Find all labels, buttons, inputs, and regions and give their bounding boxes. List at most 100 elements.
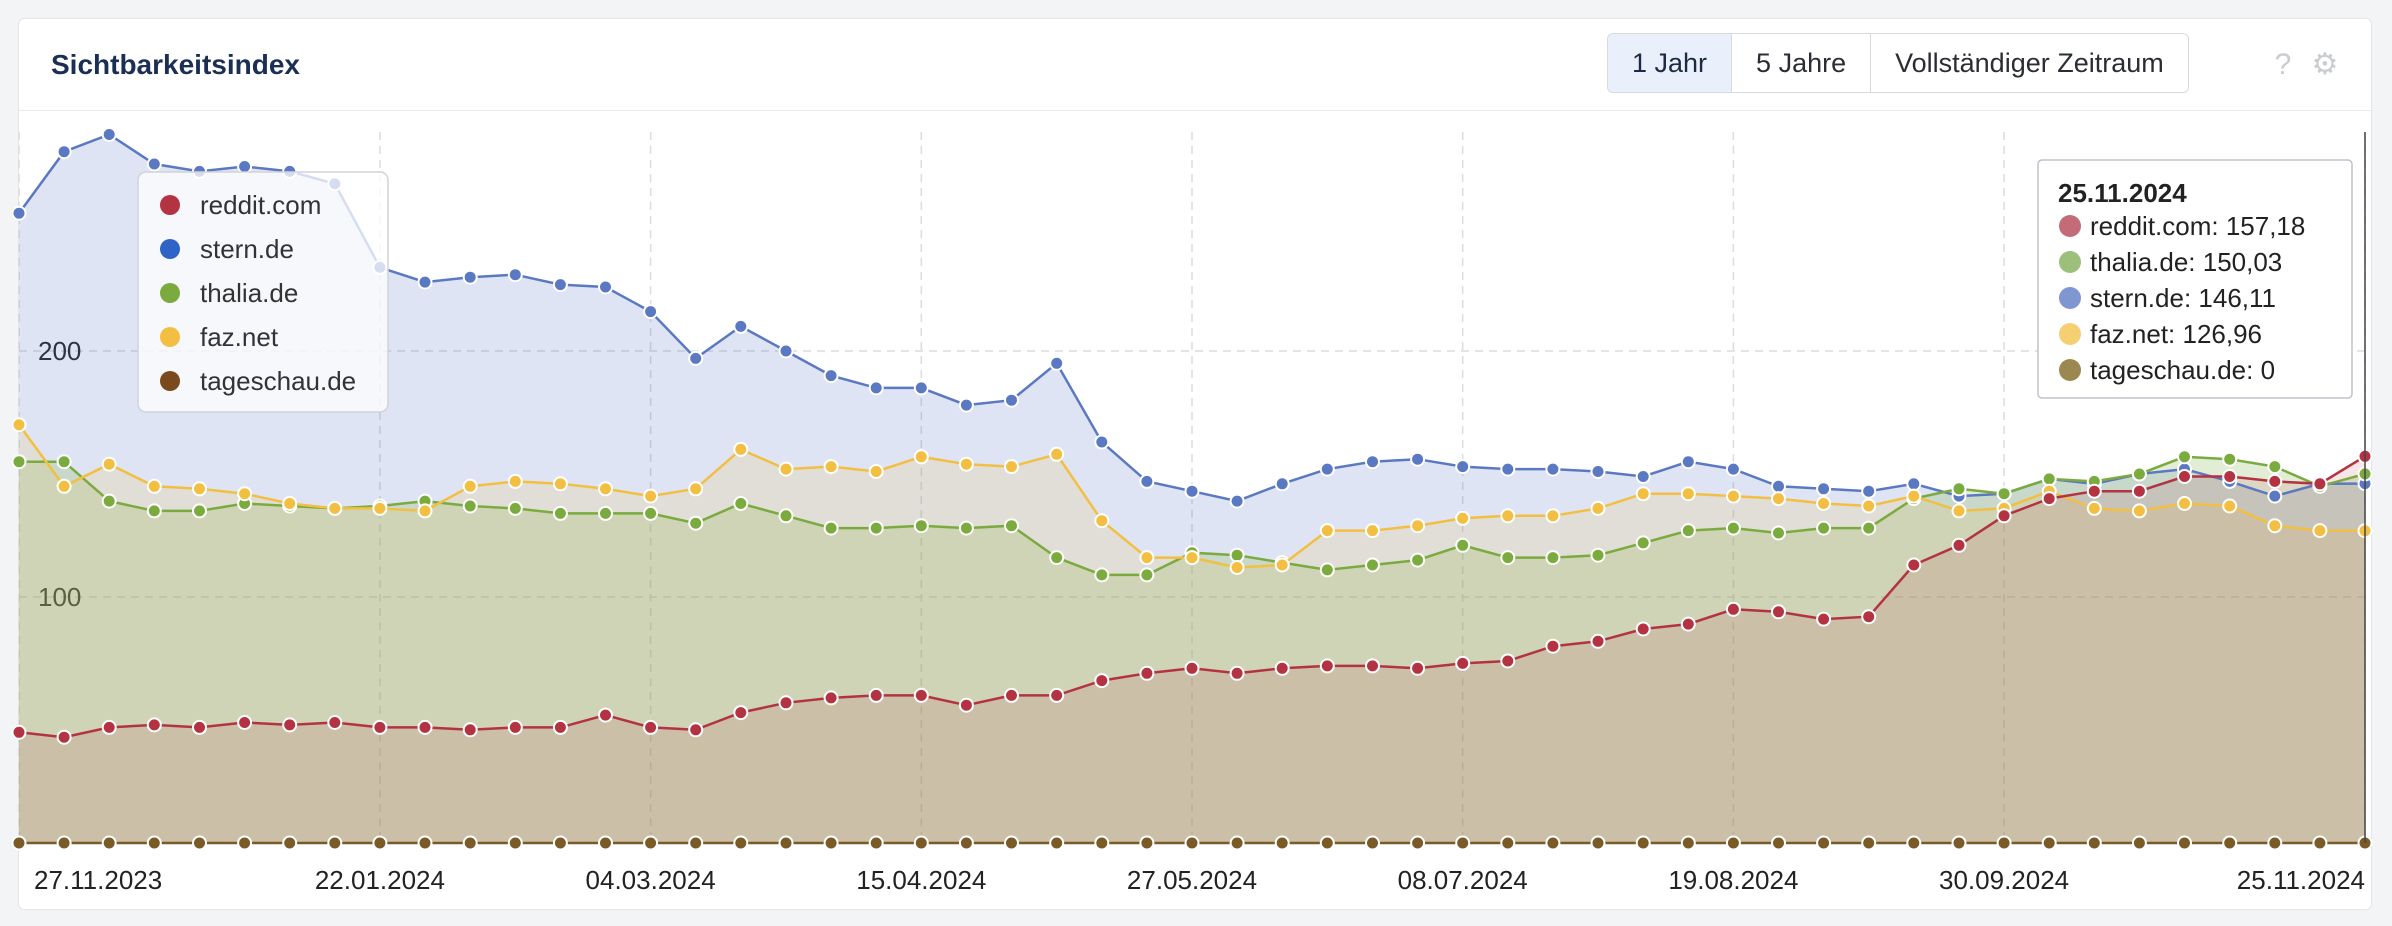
question-icon[interactable]: ? xyxy=(2274,48,2292,81)
point-reddit-com xyxy=(2131,483,2147,499)
point-thalia-de xyxy=(1635,535,1651,551)
point-tageschau-de xyxy=(1500,835,1516,851)
point-faz-net xyxy=(958,456,974,472)
point-thalia-de xyxy=(1139,567,1155,583)
legend-marker xyxy=(160,195,180,215)
point-faz-net xyxy=(1184,550,1200,566)
point-thalia-de xyxy=(643,505,659,521)
point-tageschau-de xyxy=(1410,835,1426,851)
point-stern-de xyxy=(688,350,704,366)
point-stern-de xyxy=(146,156,162,172)
point-tageschau-de xyxy=(282,835,298,851)
point-tageschau-de xyxy=(101,835,117,851)
point-reddit-com xyxy=(1951,537,1967,553)
point-thalia-de xyxy=(1996,486,2012,502)
point-tageschau-de xyxy=(1274,835,1290,851)
legend-label: stern.de xyxy=(200,234,294,264)
point-faz-net xyxy=(1545,508,1561,524)
point-reddit-com xyxy=(1816,611,1832,627)
point-faz-net xyxy=(372,500,388,516)
point-faz-net xyxy=(552,476,568,492)
point-reddit-com xyxy=(1049,687,1065,703)
gear-icon[interactable]: ⚙ xyxy=(2311,48,2339,81)
point-tageschau-de xyxy=(1635,835,1651,851)
point-thalia-de xyxy=(2131,466,2147,482)
point-faz-net xyxy=(1680,486,1696,502)
point-reddit-com xyxy=(598,707,613,723)
point-tageschau-de xyxy=(56,835,72,851)
point-tageschau-de xyxy=(2312,835,2328,851)
point-tageschau-de xyxy=(1139,835,1155,851)
point-stern-de xyxy=(462,269,478,285)
point-thalia-de xyxy=(1861,520,1877,536)
point-tageschau-de xyxy=(643,835,659,851)
point-tageschau-de xyxy=(1951,835,1967,851)
point-faz-net xyxy=(2222,498,2238,514)
point-faz-net xyxy=(1365,523,1380,539)
point-tageschau-de xyxy=(913,835,929,851)
point-tageschau-de xyxy=(1861,835,1877,851)
point-faz-net xyxy=(1410,518,1426,534)
point-tageschau-de xyxy=(1004,835,1019,851)
point-reddit-com xyxy=(778,695,794,711)
point-stern-de xyxy=(552,277,568,293)
point-stern-de xyxy=(958,397,974,413)
point-stern-de xyxy=(1274,476,1290,492)
area-thalia-de xyxy=(19,456,2365,843)
point-reddit-com xyxy=(11,724,27,740)
point-faz-net xyxy=(192,481,207,497)
point-thalia-de xyxy=(688,515,704,531)
point-thalia-de xyxy=(101,493,117,509)
point-reddit-com xyxy=(1680,616,1696,632)
point-faz-net xyxy=(643,488,659,504)
point-tageschau-de xyxy=(2177,835,2192,851)
point-faz-net xyxy=(282,496,298,511)
point-faz-net xyxy=(462,478,478,494)
point-faz-net xyxy=(2177,496,2192,511)
point-faz-net xyxy=(1049,446,1065,462)
point-stern-de xyxy=(1365,454,1380,470)
point-stern-de xyxy=(1049,355,1065,371)
point-faz-net xyxy=(1725,488,1741,504)
point-thalia-de xyxy=(1951,481,1967,497)
point-reddit-com xyxy=(192,719,207,735)
point-tageschau-de xyxy=(552,835,568,851)
point-thalia-de xyxy=(913,518,929,534)
point-reddit-com xyxy=(2041,491,2057,507)
point-tageschau-de xyxy=(417,835,433,851)
point-stern-de xyxy=(598,279,613,295)
point-tageschau-de xyxy=(1680,835,1696,851)
point-tageschau-de xyxy=(2131,835,2147,851)
legend-marker xyxy=(160,283,180,303)
point-reddit-com xyxy=(913,687,929,703)
point-reddit-com xyxy=(1635,621,1651,637)
point-thalia-de xyxy=(56,454,72,470)
point-tageschau-de xyxy=(1365,835,1380,851)
point-stern-de xyxy=(11,205,27,221)
point-stern-de xyxy=(1455,459,1471,475)
range-1-year-button[interactable]: 1 Jahr xyxy=(1608,34,1733,92)
point-faz-net xyxy=(1274,557,1290,573)
area-stern-de xyxy=(19,134,2365,843)
point-tageschau-de xyxy=(507,835,523,851)
range-5-years-button[interactable]: 5 Jahre xyxy=(1732,34,1872,92)
point-thalia-de xyxy=(462,498,478,514)
point-faz-net xyxy=(688,481,704,497)
point-reddit-com xyxy=(1590,633,1606,649)
range-full-button[interactable]: Vollständiger Zeitraum xyxy=(1871,34,2188,92)
point-faz-net xyxy=(2267,518,2283,534)
point-thalia-de xyxy=(823,520,839,536)
point-stern-de xyxy=(1184,483,1200,499)
point-reddit-com xyxy=(1996,508,2012,524)
point-reddit-com xyxy=(1410,660,1426,676)
point-tageschau-de xyxy=(372,835,388,851)
point-faz-net xyxy=(237,486,253,502)
point-reddit-com xyxy=(2267,473,2283,489)
point-stern-de xyxy=(237,159,253,174)
tooltip-marker xyxy=(2059,251,2081,273)
point-stern-de xyxy=(1771,478,1786,494)
point-tageschau-de xyxy=(598,835,613,851)
point-stern-de xyxy=(1094,434,1110,450)
point-thalia-de xyxy=(1816,520,1832,536)
legend-label: reddit.com xyxy=(200,190,321,220)
